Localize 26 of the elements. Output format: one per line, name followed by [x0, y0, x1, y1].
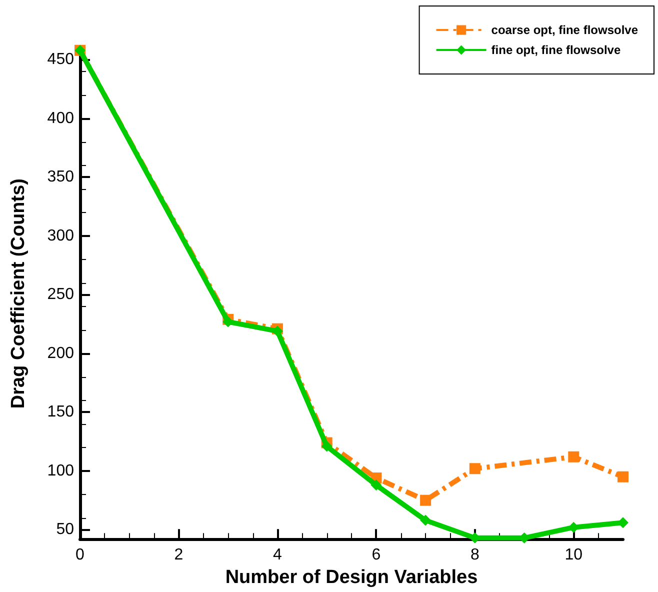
point	[469, 463, 480, 474]
point	[420, 514, 432, 526]
point	[321, 440, 332, 452]
x-tick-label: 10	[564, 546, 583, 564]
point	[420, 494, 432, 506]
y-tick-label: 150	[47, 404, 74, 421]
y-tick-label: 450	[47, 51, 74, 68]
x-axis-title: Number of Design Variables	[225, 567, 478, 588]
y-tick-label: 50	[56, 521, 74, 538]
y-tick-label: 400	[47, 110, 74, 127]
y-axis-title: Drag Coefficient (Counts)	[8, 178, 29, 409]
y-tick-label: 300	[47, 227, 74, 244]
x-tick-label: 6	[372, 546, 381, 564]
x-tick-label: 8	[470, 546, 480, 564]
point	[568, 451, 580, 462]
y-tick-label: 100	[47, 462, 74, 480]
legend-label: coarse opt, fine flowsolve	[491, 23, 638, 37]
y-tick-label: 250	[47, 286, 74, 304]
x-tick-label: 0	[76, 546, 85, 564]
legend-label: fine opt, fine flowsolve	[491, 43, 621, 57]
point	[370, 480, 382, 491]
y-tick-label: 350	[47, 168, 74, 186]
x-tick-label: 4	[273, 546, 282, 564]
point	[618, 471, 628, 482]
y-tick-label: 200	[47, 344, 74, 362]
x-tick-label: 2	[174, 546, 184, 564]
